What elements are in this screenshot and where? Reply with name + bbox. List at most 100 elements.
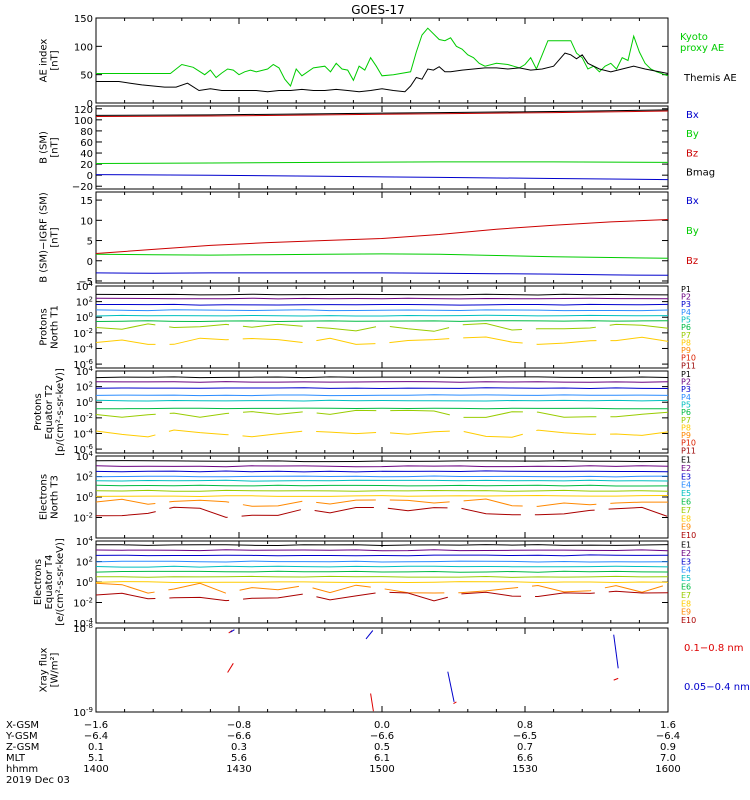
y-tick-label: 10-2: [73, 597, 93, 610]
legend-p8: P8: [681, 423, 691, 432]
y-tick-label: 0: [87, 99, 93, 110]
y-axis-label: Equator T2: [44, 385, 55, 440]
legend-p10: P10: [681, 354, 696, 363]
legend-p5: P5: [681, 401, 691, 410]
legend-e5: E5: [681, 574, 691, 583]
y-axis-label: B (SM)−IGRF (SM): [39, 192, 50, 283]
legend-by: By: [686, 129, 699, 140]
y-tick-label: 10: [80, 216, 93, 227]
y-axis-label: Protons: [39, 308, 50, 345]
channel-line-p7: [95, 322, 669, 332]
y-tick-label: 100: [76, 396, 93, 409]
legend-p4: P4: [681, 393, 691, 402]
row-value: 0.5: [374, 742, 390, 753]
row-value: 1430: [226, 764, 251, 775]
channel-line-e3: [95, 554, 669, 557]
legend-p6: P6: [681, 323, 691, 332]
series-line-2: [230, 629, 235, 633]
row-label-y-gsm: Y-GSM: [5, 731, 38, 742]
y-tick-label: 150: [74, 14, 93, 25]
channel-line-p1: [95, 293, 669, 296]
y-tick-label: 102: [76, 296, 93, 309]
panel-frame: [95, 191, 669, 284]
y-tick-label: 40: [80, 149, 93, 160]
panel-6: 104 102 100 10-2 Electrons North T3 E1E2E3E4E5…: [39, 450, 697, 540]
y-axis-label: B (SM): [39, 131, 50, 164]
row-value: −6.6: [227, 731, 251, 742]
channel-line-e1: [95, 460, 669, 463]
row-value: 1400: [83, 764, 108, 775]
y-tick-label: 80: [80, 127, 93, 138]
row-value: 7.0: [660, 753, 676, 764]
panel-frame: [95, 455, 669, 539]
series-line-1: [613, 677, 619, 681]
y-tick-label: 20: [80, 160, 93, 171]
y-axis-label: Equator T4: [44, 555, 55, 610]
row-label-mlt: MLT: [6, 753, 26, 764]
y-tick-label: 10-4: [73, 342, 93, 355]
y-tick-label: 10-2: [73, 412, 93, 425]
row-value: 0.3: [231, 742, 247, 753]
y-axis-label: AE index: [39, 39, 50, 83]
channel-line-e2: [95, 465, 669, 468]
legend-p5: P5: [681, 316, 691, 325]
row-value: −6.6: [370, 731, 394, 742]
row-value: 5.6: [231, 753, 247, 764]
channel-line-e3: [95, 470, 669, 473]
legend-e10: E10: [681, 616, 696, 625]
y-tick-label: 10-2: [73, 512, 93, 525]
legend-p11: P11: [681, 446, 696, 455]
series-line-1: [227, 663, 234, 673]
legend-e4: E4: [681, 566, 691, 575]
y-tick-label: 60: [80, 138, 93, 149]
legend-bx: Bx: [686, 196, 699, 207]
row-value: 1600: [655, 764, 680, 775]
y-tick-label: 100: [76, 576, 93, 589]
legend-e4: E4: [681, 481, 691, 490]
channel-line-e4: [95, 560, 669, 563]
channel-line-p6: [95, 320, 669, 323]
figure-title: GOES-17: [351, 3, 405, 17]
y-axis-label: Protons: [33, 393, 44, 430]
channel-line-p3: [95, 387, 669, 390]
y-axis-label: Xray flux: [39, 648, 50, 693]
legend-e9: E9: [681, 608, 691, 617]
legend-e5: E5: [681, 489, 691, 498]
row-value: 0.0: [374, 720, 390, 731]
y-tick-label: 100: [74, 116, 93, 127]
x-axis-annotation: X-GSM −1.6 −0.8 0.0 0.8 1.6 Y-GSM −6.4 −6.6 −6.6 −…: [5, 720, 681, 786]
row-value: 6.1: [374, 753, 390, 764]
legend-p7: P7: [681, 416, 691, 425]
y-axis-label: Electrons: [39, 474, 50, 520]
channel-line-e4: [95, 475, 669, 478]
legend-e8: E8: [681, 599, 691, 608]
channel-line-p8: [95, 336, 669, 345]
channel-line-e7: [95, 489, 669, 492]
series-line-2: [95, 161, 669, 164]
y-axis-label: North T1: [50, 305, 61, 349]
row-label-z-gsm: Z-GSM: [6, 742, 39, 753]
y-tick-label: 120: [74, 105, 93, 116]
legend-e3: E3: [681, 557, 691, 566]
y-axis-label: North T3: [50, 475, 61, 519]
legend-p11: P11: [681, 361, 696, 370]
channel-line-e5: [95, 565, 669, 568]
channel-line-e6: [95, 484, 669, 487]
y-tick-label: 100: [76, 491, 93, 504]
y-tick-label: 0: [87, 171, 93, 182]
channel-line-p3: [96, 303, 669, 306]
channel-line-e8: [95, 494, 669, 498]
y-axis-label: [p/(cm²-s-sr-keV)]: [55, 368, 66, 456]
row-value: −6.4: [656, 731, 680, 742]
channel-line-e5: [95, 479, 669, 482]
channel-line-p2: [95, 297, 669, 300]
series-line-3: [95, 110, 669, 117]
y-axis-label: [e/(cm²-s-sr-keV)]: [55, 538, 66, 626]
legend-p2: P2: [681, 378, 691, 387]
legend-bmag: Bmag: [686, 167, 715, 178]
legend-p2: P2: [681, 293, 691, 302]
channel-line-p6: [96, 407, 668, 410]
